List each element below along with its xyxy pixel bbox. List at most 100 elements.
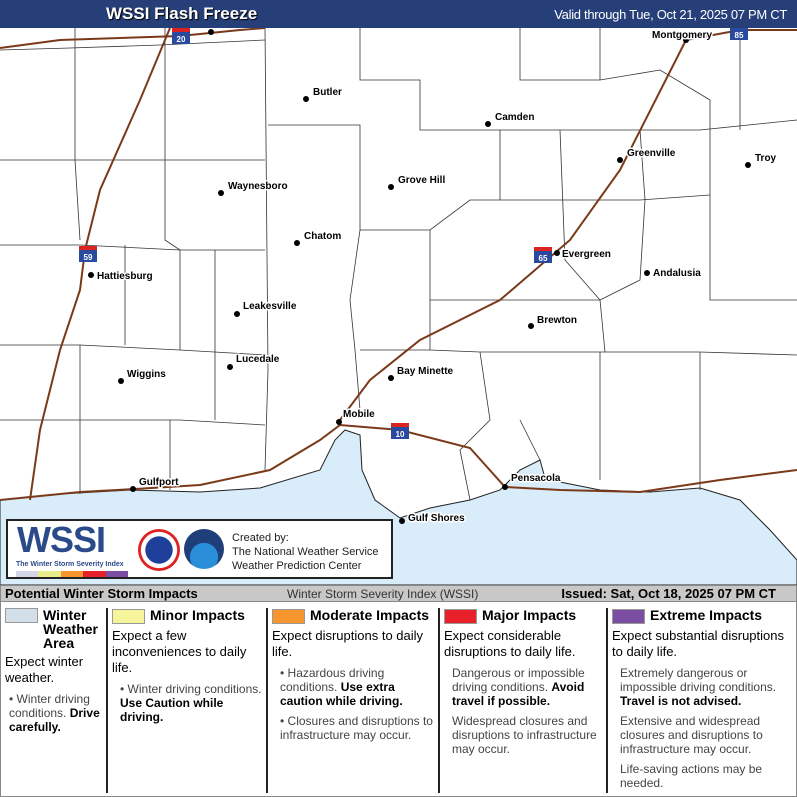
city-lucedale: Lucedale bbox=[227, 353, 281, 370]
svg-text:Pensacola: Pensacola bbox=[511, 473, 561, 484]
county-borders bbox=[0, 28, 797, 501]
header-bar: WSSI Flash Freeze Valid through Tue, Oct… bbox=[0, 0, 797, 28]
city-troy: Troy bbox=[745, 152, 778, 168]
city-greenville: Greenville bbox=[617, 147, 677, 163]
legend-col-winter-weather: Winter Weather Area Expect winter weathe… bbox=[5, 608, 105, 793]
svg-text:Gulfport: Gulfport bbox=[139, 477, 179, 488]
city-evergreen: Evergreen bbox=[554, 248, 612, 262]
svg-text:Greenville: Greenville bbox=[627, 148, 676, 159]
category-expect: Expect substantial disruptions to daily … bbox=[612, 628, 784, 660]
svg-text:Chatom: Chatom bbox=[304, 231, 341, 242]
wssi-color-bar bbox=[16, 571, 129, 577]
credit-line: Weather Prediction Center bbox=[232, 560, 362, 572]
category-expect: Expect considerable disruptions to daily… bbox=[444, 628, 576, 660]
cities: Montgomery Butler Camden Greenville Troy… bbox=[88, 29, 778, 526]
city-camden: Camden bbox=[485, 111, 536, 127]
noaa-logo-icon bbox=[184, 529, 224, 569]
svg-text:Grove Hill: Grove Hill bbox=[398, 175, 445, 186]
city-brewton: Brewton bbox=[528, 314, 579, 329]
city-butler: Butler bbox=[303, 86, 344, 102]
svg-text:59: 59 bbox=[84, 253, 93, 262]
category-expect: Expect winter weather. bbox=[5, 654, 84, 685]
valid-time: Valid through Tue, Oct 21, 2025 07 PM CT bbox=[554, 7, 787, 22]
svg-text:Brewton: Brewton bbox=[537, 315, 577, 326]
swatch bbox=[272, 609, 305, 625]
svg-text:Hattiesburg: Hattiesburg bbox=[97, 271, 153, 282]
city-wiggins: Wiggins bbox=[118, 368, 168, 384]
credit-line: Created by: bbox=[232, 532, 289, 544]
i65-shield-icon: 65 bbox=[534, 247, 552, 263]
category-name: Major Impacts bbox=[482, 607, 577, 623]
wssi-subtitle: The Winter Storm Severity Index bbox=[16, 561, 124, 568]
category-expect: Expect disruptions to daily life. bbox=[272, 628, 424, 660]
issued-time: Issued: Sat, Oct 18, 2025 07 PM CT bbox=[561, 586, 776, 601]
map-title: WSSI Flash Freeze bbox=[106, 4, 258, 23]
category-bullet: • Winter driving conditions. Drive caref… bbox=[9, 692, 100, 734]
category-bullet: Life-saving actions may be needed. bbox=[620, 762, 763, 791]
category-expect: Expect a few inconveniences to daily lif… bbox=[112, 628, 247, 676]
svg-text:20: 20 bbox=[177, 35, 186, 44]
city-leakesville: Leakesville bbox=[234, 300, 298, 317]
category-name: Winter Weather Area bbox=[43, 607, 98, 651]
i85-shield-icon: 85 bbox=[730, 28, 748, 40]
credit-line: The National Weather Service bbox=[232, 546, 379, 558]
svg-text:10: 10 bbox=[396, 430, 405, 439]
svg-text:85: 85 bbox=[735, 31, 744, 40]
legend-col-minor: Minor Impacts Expect a few inconvenience… bbox=[106, 608, 266, 793]
city-montgomery: Montgomery bbox=[651, 29, 714, 43]
category-bullet: Widespread closures and disruptions to i… bbox=[452, 714, 597, 757]
impact-legend: Potential Winter Storm Impacts Winter St… bbox=[0, 585, 797, 797]
svg-text:Wiggins: Wiggins bbox=[127, 369, 166, 380]
legend-col-extreme: Extreme Impacts Expect substantial disru… bbox=[606, 608, 796, 793]
city-bay-minette: Bay Minette bbox=[388, 365, 455, 381]
interstate-highways bbox=[0, 28, 797, 501]
map-area[interactable]: 20 59 65 10 85 Montgomery Butler Camden … bbox=[0, 28, 797, 585]
city-andalusia: Andalusia bbox=[644, 267, 703, 281]
swatch bbox=[5, 608, 38, 623]
nws-logo-icon bbox=[138, 529, 180, 571]
legend-col-moderate: Moderate Impacts Expect disruptions to d… bbox=[266, 608, 438, 793]
interstate-shields: 20 59 65 10 85 bbox=[79, 28, 748, 439]
category-name: Extreme Impacts bbox=[650, 607, 763, 623]
svg-text:65: 65 bbox=[539, 254, 548, 263]
svg-text:Camden: Camden bbox=[495, 112, 534, 123]
category-name: Moderate Impacts bbox=[310, 607, 430, 623]
svg-text:Andalusia: Andalusia bbox=[653, 268, 701, 279]
category-bullet: Extensive and widespread closures and di… bbox=[620, 714, 763, 757]
svg-text:Leakesville: Leakesville bbox=[243, 301, 297, 312]
credits: Created by: The National Weather Service… bbox=[232, 531, 379, 573]
svg-text:Lucedale: Lucedale bbox=[236, 354, 280, 365]
category-bullet: Dangerous or impossible driving conditio… bbox=[452, 666, 585, 709]
category-bullet: • Hazardous driving conditions. Use extr… bbox=[280, 666, 403, 709]
city-hattiesburg: Hattiesburg bbox=[88, 270, 154, 284]
svg-text:Gulf Shores: Gulf Shores bbox=[408, 513, 465, 524]
wssi-wordmark: WSSI bbox=[17, 519, 106, 560]
city-grove-hill: Grove Hill bbox=[388, 174, 447, 190]
category-bullet: • Winter driving conditions. Use Caution… bbox=[120, 682, 262, 725]
legend-index-name: Winter Storm Severity Index (WSSI) bbox=[287, 587, 479, 601]
city-pensacola: Pensacola bbox=[502, 472, 562, 490]
category-bullet: • Closures and disruptions to infrastruc… bbox=[280, 714, 433, 743]
i10-shield-icon: 10 bbox=[391, 423, 409, 439]
i20-shield-icon: 20 bbox=[172, 28, 190, 44]
swatch bbox=[112, 609, 145, 625]
city-chatom: Chatom bbox=[294, 230, 343, 246]
i59-shield-icon: 59 bbox=[79, 246, 97, 262]
legend-header: Potential Winter Storm Impacts Winter St… bbox=[1, 586, 796, 602]
category-name: Minor Impacts bbox=[150, 607, 245, 623]
wssi-logo-box: WSSI The Winter Storm Severity Index Cre… bbox=[6, 519, 393, 579]
svg-text:Bay Minette: Bay Minette bbox=[397, 366, 454, 377]
city-gulfport: Gulfport bbox=[130, 476, 181, 492]
city-gulf-shores: Gulf Shores bbox=[399, 512, 467, 526]
category-bullet: Extremely dangerous or impossible drivin… bbox=[620, 666, 777, 709]
city-waynesboro: Waynesboro bbox=[218, 180, 289, 196]
svg-text:Troy: Troy bbox=[755, 153, 777, 164]
svg-text:Mobile: Mobile bbox=[343, 409, 375, 420]
svg-text:Butler: Butler bbox=[313, 87, 342, 98]
svg-text:Waynesboro: Waynesboro bbox=[228, 181, 288, 192]
legend-title: Potential Winter Storm Impacts bbox=[5, 586, 198, 601]
swatch bbox=[612, 609, 645, 625]
svg-text:Evergreen: Evergreen bbox=[562, 249, 611, 260]
svg-text:Montgomery: Montgomery bbox=[652, 30, 712, 41]
swatch bbox=[444, 609, 477, 625]
